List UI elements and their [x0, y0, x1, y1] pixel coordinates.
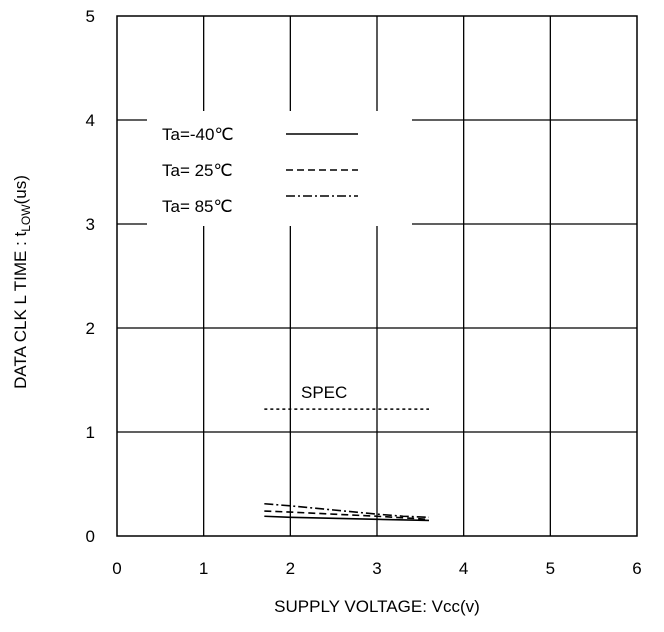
x-tick-label: 4	[459, 559, 468, 578]
series-line-2	[264, 510, 430, 521]
x-tick-label: 0	[112, 559, 121, 578]
annotations: SPEC	[264, 379, 429, 410]
series-line-3	[264, 502, 430, 519]
y-axis-title-main: DATA CLK L TIME : t	[11, 231, 30, 388]
series-lines	[264, 502, 430, 522]
x-tick-label: 6	[632, 559, 641, 578]
legend: Ta=-40℃ Ta= 25℃ Ta= 85℃	[147, 111, 412, 226]
spec-label: SPEC	[301, 383, 347, 402]
legend-box	[147, 111, 412, 226]
y-tick-label: 0	[86, 527, 95, 546]
tick-labels: 0 1 2 3 4 5 6 0 1 2 3 4 5	[86, 7, 642, 578]
x-tick-label: 1	[199, 559, 208, 578]
y-axis-title-unit: (us)	[11, 175, 30, 204]
x-axis-title: SUPPLY VOLTAGE: Vcc(v)	[274, 597, 480, 616]
spec-label-background	[296, 379, 366, 404]
plot-frame	[116, 15, 638, 537]
x-tick-label: 5	[546, 559, 555, 578]
series-line-1	[264, 515, 430, 522]
y-axis-title: DATA CLK L TIME : tLOW(us)	[11, 175, 33, 389]
y-tick-label: 5	[86, 7, 95, 26]
x-tick-label: 2	[286, 559, 295, 578]
y-tick-label: 1	[86, 423, 95, 442]
legend-label-2: Ta= 25℃	[162, 161, 233, 180]
x-tick-label: 3	[372, 559, 381, 578]
y-tick-label: 2	[86, 319, 95, 338]
y-tick-label: 4	[86, 111, 95, 130]
legend-label-1: Ta=-40℃	[162, 125, 234, 144]
y-axis-title-subscript: LOW	[19, 204, 33, 232]
legend-label-3: Ta= 85℃	[162, 197, 233, 216]
y-tick-label: 3	[86, 215, 95, 234]
